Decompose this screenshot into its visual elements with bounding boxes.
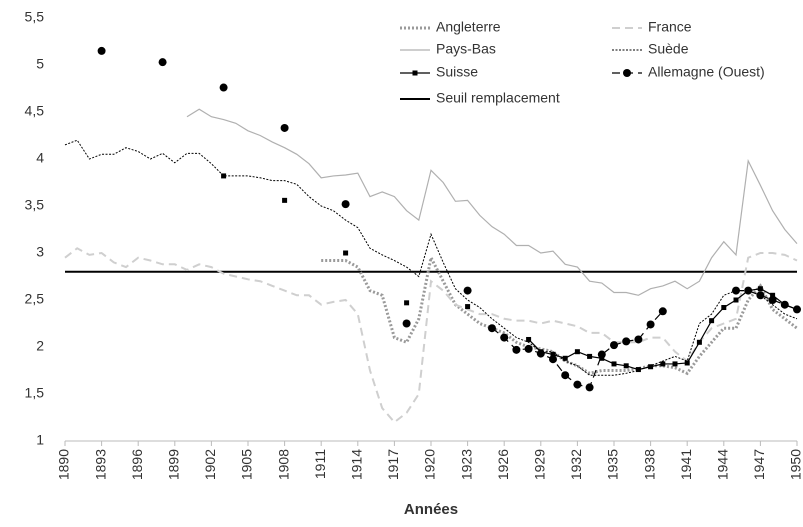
- x-tick-label: 1947: [751, 449, 767, 480]
- marker: [622, 337, 631, 346]
- marker: [526, 336, 532, 342]
- y-tick-label: 5: [36, 56, 44, 72]
- marker: [488, 324, 496, 333]
- legend-label: Allemagne (Ouest): [648, 64, 765, 80]
- marker: [465, 304, 471, 310]
- marker: [573, 380, 582, 389]
- x-axis-title: Années: [404, 501, 458, 518]
- x-tick-label: 1938: [641, 449, 657, 480]
- marker: [463, 286, 472, 295]
- marker: [793, 305, 801, 314]
- x-tick-label: 1941: [678, 449, 694, 480]
- marker: [709, 318, 715, 324]
- y-tick-label: 2,5: [25, 291, 45, 307]
- x-tick-label: 1896: [129, 449, 145, 480]
- y-tick-label: 4,5: [25, 103, 45, 119]
- marker: [660, 361, 666, 367]
- x-tick-label: 1950: [788, 449, 803, 480]
- series-line: [64, 139, 798, 376]
- marker: [549, 355, 557, 364]
- marker: [561, 371, 570, 380]
- series-line: [186, 108, 798, 296]
- marker: [733, 297, 739, 303]
- legend-label: Suède: [648, 41, 689, 57]
- y-tick-label: 1: [36, 432, 44, 448]
- x-tick-label: 1905: [239, 449, 255, 480]
- marker: [402, 319, 411, 328]
- legend-marker: [623, 69, 631, 77]
- marker: [635, 367, 641, 373]
- marker: [404, 300, 410, 306]
- marker: [721, 305, 727, 311]
- x-tick-label: 1917: [385, 449, 401, 480]
- legend-label: France: [648, 19, 692, 35]
- marker: [221, 173, 227, 179]
- legend-label: Pays-Bas: [436, 41, 496, 57]
- y-tick-label: 4: [36, 150, 44, 166]
- marker: [623, 363, 629, 369]
- marker: [97, 46, 106, 55]
- marker: [562, 355, 568, 361]
- marker: [343, 250, 349, 256]
- marker: [574, 349, 580, 355]
- marker: [158, 58, 167, 67]
- marker: [658, 307, 667, 316]
- y-tick-label: 3: [36, 244, 44, 260]
- legend-label: Seuil remplacement: [436, 90, 560, 106]
- marker: [648, 364, 654, 370]
- marker: [684, 360, 690, 366]
- marker: [696, 339, 702, 345]
- x-tick-label: 1944: [715, 449, 731, 480]
- marker: [219, 83, 228, 92]
- x-tick-label: 1899: [166, 449, 182, 480]
- x-tick-label: 1914: [349, 449, 365, 480]
- x-tick-label: 1908: [275, 449, 291, 480]
- legend-marker: [412, 70, 418, 76]
- marker: [646, 320, 655, 329]
- marker: [597, 350, 606, 359]
- marker: [587, 353, 593, 359]
- x-tick-label: 1911: [312, 449, 328, 479]
- marker: [768, 296, 777, 304]
- marker: [610, 341, 618, 350]
- series-line: [321, 253, 798, 376]
- y-tick-label: 5,5: [25, 9, 45, 25]
- marker: [756, 291, 765, 300]
- marker: [500, 333, 509, 342]
- y-tick-label: 2: [36, 338, 44, 354]
- marker: [732, 286, 740, 295]
- marker: [512, 345, 521, 354]
- marker: [280, 123, 289, 132]
- marker: [585, 383, 594, 392]
- marker: [770, 292, 776, 298]
- x-tick-label: 1935: [605, 449, 621, 480]
- marker: [341, 200, 350, 209]
- marker: [611, 361, 617, 367]
- x-tick-label: 1902: [202, 449, 218, 480]
- marker: [757, 286, 763, 292]
- x-tick-label: 1893: [92, 449, 108, 480]
- marker: [524, 344, 533, 353]
- x-tick-label: 1890: [56, 449, 72, 480]
- marker: [672, 361, 678, 367]
- marker: [634, 335, 643, 344]
- x-tick-label: 1923: [458, 449, 474, 480]
- legend-label: Angleterre: [436, 19, 501, 35]
- x-tick-label: 1932: [568, 449, 584, 480]
- marker: [536, 349, 545, 358]
- x-tick-label: 1926: [495, 449, 511, 480]
- x-tick-label: 1920: [422, 449, 438, 480]
- marker: [744, 286, 753, 295]
- y-tick-label: 3,5: [25, 197, 45, 213]
- marker: [282, 197, 288, 203]
- marker: [550, 352, 556, 358]
- legend-label: Suisse: [436, 64, 478, 80]
- x-tick-label: 1929: [532, 449, 548, 480]
- marker: [780, 300, 789, 309]
- series-line: [64, 247, 798, 424]
- y-tick-label: 1,5: [25, 385, 45, 401]
